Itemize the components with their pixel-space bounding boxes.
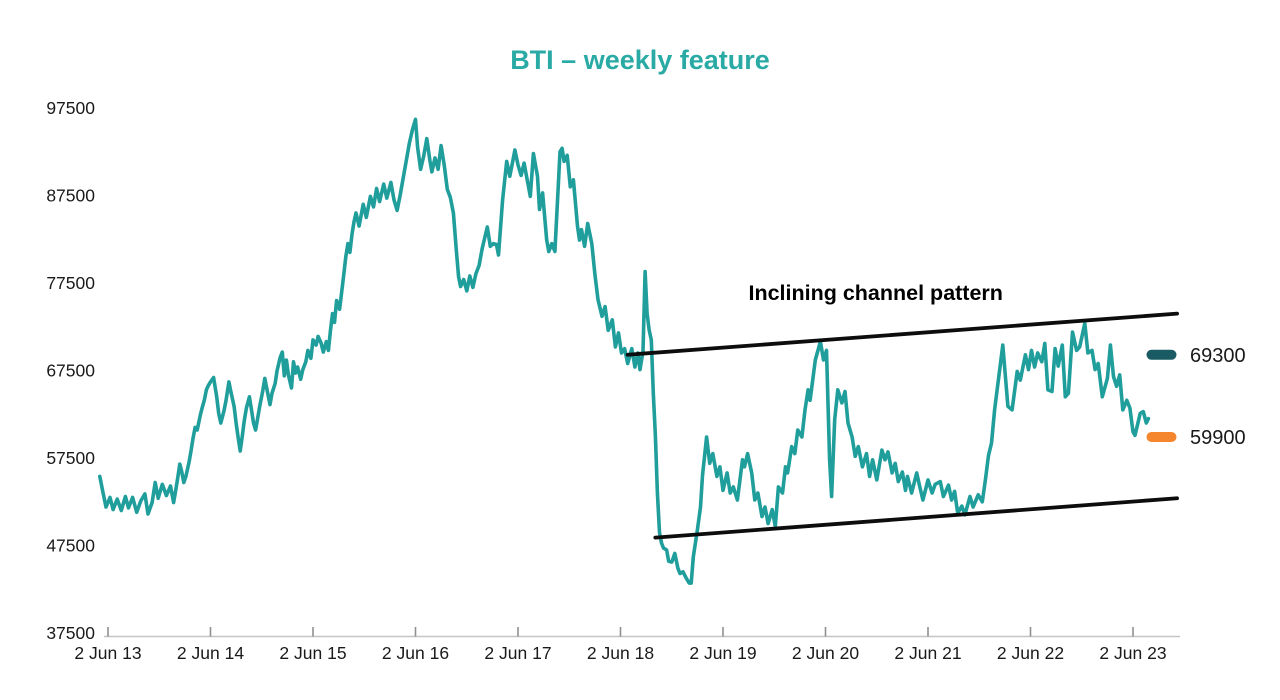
x-axis-label: 2 Jun 23	[1099, 643, 1166, 663]
x-axis-label: 2 Jun 22	[997, 643, 1064, 663]
chart-title: BTI – weekly feature	[510, 45, 770, 75]
channel-lower-trend-line	[653, 496, 1179, 540]
y-axis-label: 67500	[46, 361, 95, 381]
value-marker-lower: 59900	[1146, 427, 1246, 449]
lower-marker-pill	[1146, 432, 1177, 442]
y-axis-labels: 97500 87500 77500 67500 57500 47500 37500	[46, 98, 95, 643]
channel-upper-trend-line	[625, 311, 1179, 357]
price-line	[98, 117, 1151, 585]
x-axis-label: 2 Jun 14	[177, 643, 244, 663]
x-axis-label: 2 Jun 18	[587, 643, 654, 663]
x-axis-label: 2 Jun 21	[894, 643, 961, 663]
y-axis-label: 57500	[46, 448, 95, 468]
channel-trend-lines	[625, 311, 1179, 540]
x-axis-label: 2 Jun 15	[279, 643, 346, 663]
x-axis-label: 2 Jun 16	[382, 643, 449, 663]
x-axis-label: 2 Jun 19	[689, 643, 756, 663]
upper-marker-label: 69300	[1190, 345, 1246, 367]
price-series-group	[98, 117, 1151, 585]
y-axis-label: 97500	[46, 98, 95, 118]
upper-marker-pill	[1146, 349, 1177, 360]
x-axis: 2 Jun 13 2 Jun 14 2 Jun 15 2 Jun 16 2 Jun 17…	[74, 627, 1180, 663]
channel-annotation: Inclining channel pattern	[748, 281, 1002, 305]
x-axis-label: 2 Jun 13	[74, 643, 141, 663]
y-axis-label: 87500	[46, 186, 95, 206]
x-axis-label: 2 Jun 20	[792, 643, 859, 663]
x-axis-label: 2 Jun 17	[484, 643, 551, 663]
y-axis-label: 77500	[46, 273, 95, 293]
lower-marker-label: 59900	[1190, 427, 1246, 449]
y-axis-label: 47500	[46, 536, 95, 556]
value-marker-upper: 69300	[1146, 345, 1246, 367]
y-axis-label: 37500	[46, 623, 95, 643]
